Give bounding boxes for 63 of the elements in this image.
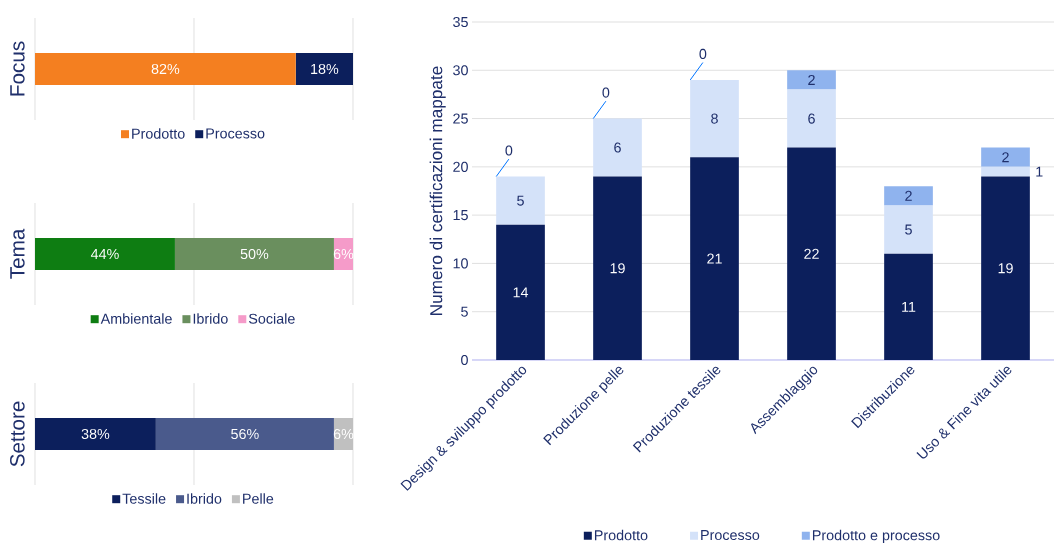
data-label: 5 [517,195,524,206]
bar [690,157,739,360]
bar [884,253,933,360]
data-label: 2 [905,190,912,201]
data-label: 0 [602,87,610,98]
y-tick-label: 5 [461,306,468,317]
y-tick-label: 10 [453,258,468,269]
data-label: 50% [240,248,269,260]
y-tick-label: 25 [453,113,468,124]
legend-label: Prodotto [132,128,185,139]
legend-label: Ibrido [193,313,228,324]
data-label: 44% [90,248,119,259]
bar [496,224,545,360]
y-tick-label: 20 [453,161,468,172]
legend-label: Ibrido [187,493,222,504]
legend-label: Ambientale [100,313,172,324]
legend-label: Processo [701,530,760,541]
data-label: 19 [610,263,625,274]
data-label: 2 [1002,152,1009,163]
data-label: 6% [333,428,354,440]
legend-label: Processo [206,128,265,139]
bar [690,79,739,158]
data-label: 56% [231,428,259,440]
y-axis-title: Focus [10,41,25,96]
y-tick-label: 30 [453,65,468,76]
data-label: 11 [902,301,916,312]
data-label: 14 [513,287,529,298]
legend-label: Sociale [248,313,295,324]
bar [496,176,545,225]
y-tick-label: 0 [461,354,468,366]
data-label: 5 [905,224,912,235]
data-label: 8 [711,113,718,124]
legend-label: Tessile [122,493,166,504]
bar [981,147,1030,167]
bar [787,89,836,148]
y-tick-label: 15 [453,210,468,221]
bar [787,70,836,90]
bar [884,186,933,206]
legend-label: Pelle [243,493,274,504]
data-label: 18% [311,63,339,75]
data-label: 0 [505,145,513,156]
data-label: 1 [1036,166,1043,177]
legend-label: Prodotto e processo [812,529,940,543]
y-axis-title: Numero di certificazioni mappate [429,66,446,315]
bar [884,205,933,254]
data-label: 82% [151,63,180,75]
data-label: 2 [808,74,815,85]
data-label: 19 [998,263,1013,274]
y-tick-label: 35 [453,16,468,28]
data-label: 22 [804,248,819,259]
data-label: 0 [699,48,707,60]
data-label: 21 [707,253,722,264]
y-axis-title: Tema [10,228,25,279]
data-label: 6 [614,142,621,153]
y-axis-title: Settore [10,401,25,467]
data-label: 38% [81,428,110,440]
data-label: 6 [808,113,815,124]
bar [593,176,642,360]
bar [787,147,836,360]
legend-label: Prodotto [594,529,648,541]
bar [593,118,642,177]
bar [981,176,1030,360]
bar [981,166,1030,177]
